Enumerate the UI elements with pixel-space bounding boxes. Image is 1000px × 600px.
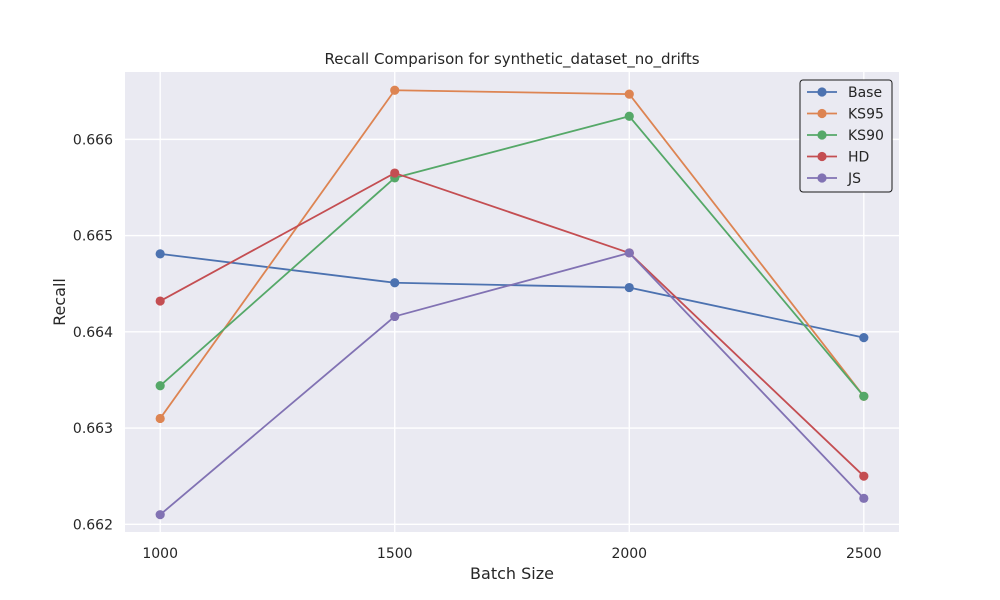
x-tick-label: 1000: [142, 546, 178, 562]
x-axis-label: Batch Size: [470, 564, 554, 583]
data-point: [624, 248, 634, 258]
y-axis-label: Recall: [50, 278, 69, 326]
chart-title: Recall Comparison for synthetic_dataset_…: [324, 50, 699, 69]
data-point: [859, 471, 869, 481]
data-point: [624, 111, 634, 121]
data-point: [859, 391, 869, 401]
y-tick-label: 0.666: [73, 132, 113, 148]
legend-marker: [817, 151, 827, 162]
legend-label: KS90: [848, 128, 884, 144]
legend-marker: [817, 108, 827, 119]
legend-item-ks95: KS95: [807, 107, 884, 123]
plot-area: [125, 72, 899, 532]
legend-item-js: JS: [807, 171, 861, 187]
data-point: [155, 510, 165, 520]
data-point: [624, 89, 634, 99]
x-tick-label: 1500: [377, 546, 413, 562]
data-point: [390, 278, 400, 288]
series-line: [159, 252, 865, 516]
data-point: [859, 493, 869, 503]
data-point: [859, 333, 869, 343]
data-point: [155, 381, 165, 391]
legend-label: HD: [848, 150, 869, 166]
data-point: [155, 296, 165, 306]
series-line: [159, 172, 865, 477]
data-point: [155, 249, 165, 259]
data-point: [390, 85, 400, 95]
x-tick-label: 2000: [611, 546, 647, 562]
series-js: [155, 248, 869, 520]
grid: [125, 72, 899, 532]
y-tick-label: 0.662: [73, 517, 113, 533]
series-line: [159, 115, 865, 397]
legend-marker: [817, 87, 827, 97]
legend: Base KS95 KS90 HD JS: [799, 79, 893, 193]
legend-item-base: Base: [807, 85, 882, 101]
data-point: [390, 311, 400, 322]
legend-label: JS: [847, 171, 861, 187]
series-line: [159, 89, 865, 419]
legend-item-ks90: KS90: [807, 128, 884, 144]
y-tick-label: 0.665: [73, 229, 113, 245]
legend-marker: [817, 130, 827, 140]
ticks: 1000 1500 2000 2500 0.662 0.663 0.664 0.665 0.66…: [73, 132, 882, 562]
legend-marker: [817, 173, 827, 183]
data-point: [155, 413, 165, 424]
legend-box: [799, 79, 893, 193]
series-ks90: [155, 111, 869, 401]
legend-label: Base: [848, 85, 882, 101]
data-point: [390, 168, 400, 178]
x-tick-label: 2500: [846, 546, 882, 562]
data-point: [624, 282, 634, 293]
y-tick-label: 0.664: [73, 325, 113, 341]
series-layer: [155, 85, 869, 520]
legend-label: KS95: [848, 107, 884, 123]
legend-item-hd: HD: [807, 150, 869, 166]
y-tick-label: 0.663: [73, 421, 113, 437]
